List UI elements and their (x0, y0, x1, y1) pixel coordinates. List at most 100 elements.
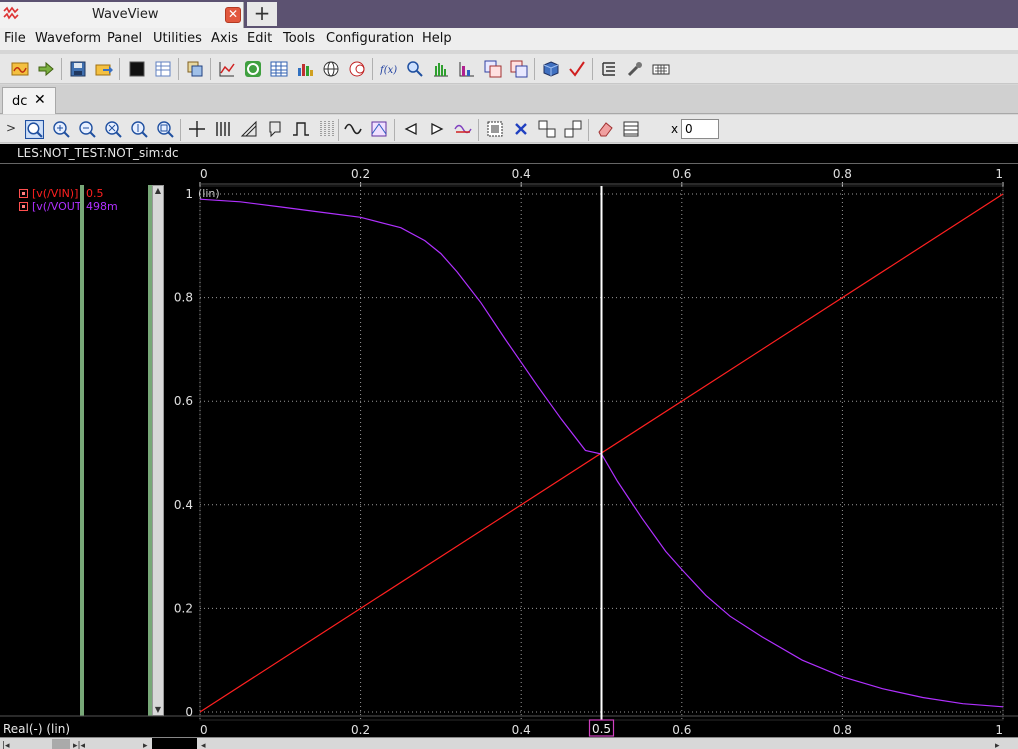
menu-waveform[interactable]: Waveform (35, 31, 101, 46)
toolbar-separator (592, 58, 593, 80)
toolbar-separator (180, 119, 181, 141)
x-tick-label-top: 0.4 (512, 167, 531, 181)
menu-help[interactable]: Help (422, 31, 452, 46)
window-tab[interactable]: WaveView ✕ (0, 2, 244, 28)
open-waveform-icon[interactable] (11, 60, 29, 78)
signal-visibility-icon[interactable] (19, 202, 28, 211)
toolbar-separator (119, 58, 120, 80)
marker-icon[interactable] (266, 120, 284, 138)
zoom-x-icon[interactable] (104, 120, 122, 138)
load-icon[interactable] (37, 60, 55, 78)
zoom-in-icon[interactable] (52, 120, 70, 138)
y-tick-label: 0.2 (174, 601, 193, 615)
table-icon[interactable] (270, 60, 288, 78)
document-tab-strip: dc ✕ (0, 85, 1018, 114)
copy-icon[interactable] (186, 60, 204, 78)
merge-icon[interactable] (564, 120, 582, 138)
x-tick-label-top: 0 (200, 167, 208, 181)
zoom-y-icon[interactable] (130, 120, 148, 138)
globe-icon[interactable] (322, 60, 340, 78)
menu-panel[interactable]: Panel (107, 31, 143, 46)
y-tick-label: 0.4 (174, 498, 193, 512)
zoom-box-icon[interactable] (156, 120, 174, 138)
split-icon[interactable] (538, 120, 556, 138)
vertical-bars-icon[interactable] (214, 120, 232, 138)
export-icon[interactable] (95, 60, 113, 78)
y-tick-label: 0.6 (174, 394, 193, 408)
new-tab-button[interactable]: + (247, 2, 277, 26)
signal-name: [v(/VOUT)] (32, 200, 80, 213)
svg-text:▸: ▸ (143, 741, 148, 749)
delete-wave-icon[interactable] (454, 120, 472, 138)
signal-list-scrollbar[interactable]: ▲ ▼ (152, 185, 164, 716)
next-arrow-icon[interactable] (428, 120, 446, 138)
wrench-icon[interactable] (626, 60, 644, 78)
bar-chart-icon[interactable] (296, 60, 314, 78)
refresh-icon[interactable] (244, 60, 262, 78)
x-position-input[interactable] (681, 119, 719, 139)
plot-ticks: 000.20.20.40.40.60.60.80.81100.20.40.60.… (0, 167, 1018, 737)
x-tick-label-bottom: 0.6 (672, 723, 691, 737)
menu-configuration[interactable]: Configuration (326, 31, 415, 46)
scroll-down-icon[interactable]: ▼ (154, 705, 162, 714)
window-title: WaveView (92, 7, 159, 22)
x-axis-unit-label: Real(-) (lin) (3, 722, 71, 736)
crosshair-icon[interactable] (188, 120, 206, 138)
y-tick-label: 0.8 (174, 291, 193, 305)
waveform-plot[interactable]: 000.20.20.40.40.60.60.80.81100.20.40.60.… (0, 144, 1018, 749)
signal-visibility-icon[interactable] (19, 189, 28, 198)
signal-value: 498m (86, 200, 118, 213)
line-plot-icon[interactable] (218, 60, 236, 78)
panel-icon[interactable] (622, 120, 640, 138)
prev-arrow-icon[interactable] (402, 120, 420, 138)
panel-header: LES:NOT_TEST:NOT_sim:dc (0, 144, 1018, 164)
svg-text:f(x): f(x) (380, 65, 397, 76)
compare-alt-icon[interactable] (510, 60, 528, 78)
zoom-out-icon[interactable] (78, 120, 96, 138)
eraser-icon[interactable] (596, 120, 614, 138)
cube-icon[interactable] (542, 60, 560, 78)
close-icon[interactable] (512, 120, 530, 138)
horizontal-scrollbar[interactable]: |◂ ▸|◂ ▸ ◂ ▸ (0, 737, 1018, 749)
eye-diagram-icon[interactable] (370, 120, 388, 138)
plot-cursor[interactable]: 0.5 (588, 186, 615, 737)
compare-icon[interactable] (484, 60, 502, 78)
menu-file[interactable]: File (4, 31, 26, 46)
zoom-fit-icon[interactable] (25, 120, 44, 139)
menu-edit[interactable]: Edit (247, 31, 273, 46)
list-icon[interactable] (600, 60, 618, 78)
signal-value: 0.5 (86, 187, 104, 200)
statistics-icon[interactable] (458, 60, 476, 78)
measure-icon[interactable] (240, 120, 258, 138)
close-window-button[interactable]: ✕ (225, 7, 241, 23)
waveform-toolbar: > x (0, 115, 1018, 143)
menu-utilities[interactable]: Utilities (153, 31, 202, 46)
keyboard-icon[interactable] (652, 60, 670, 78)
smith-chart-icon[interactable] (348, 60, 366, 78)
tab-close-icon[interactable]: ✕ (34, 92, 46, 108)
histogram-icon[interactable] (432, 60, 450, 78)
terminal-icon[interactable] (128, 60, 146, 78)
search-icon[interactable] (406, 60, 424, 78)
scroll-up-icon[interactable]: ▲ (154, 186, 162, 195)
function-icon[interactable]: f(x) (380, 60, 398, 78)
group-icon[interactable] (486, 120, 504, 138)
menu-axis[interactable]: Axis (211, 31, 238, 46)
x-tick-label-bottom: 0.4 (512, 723, 531, 737)
signal-value-splitter[interactable] (148, 185, 152, 716)
menu-tools[interactable]: Tools (283, 31, 316, 46)
toolbar-separator (178, 58, 179, 80)
grid-dots-icon[interactable] (318, 120, 336, 138)
sine-wave-icon[interactable] (344, 120, 362, 138)
table-config-icon[interactable] (154, 60, 172, 78)
toolbar-separator (588, 119, 589, 141)
expand-toolbar-button[interactable]: > (6, 121, 17, 135)
x-position-label: x (671, 122, 679, 136)
panel-title: LES:NOT_TEST:NOT_sim:dc (17, 146, 179, 160)
tab-dc[interactable]: dc ✕ (2, 87, 56, 114)
pulse-icon[interactable] (292, 120, 310, 138)
check-icon[interactable] (568, 60, 586, 78)
save-icon[interactable] (69, 60, 87, 78)
signal-name-splitter[interactable] (80, 185, 84, 716)
